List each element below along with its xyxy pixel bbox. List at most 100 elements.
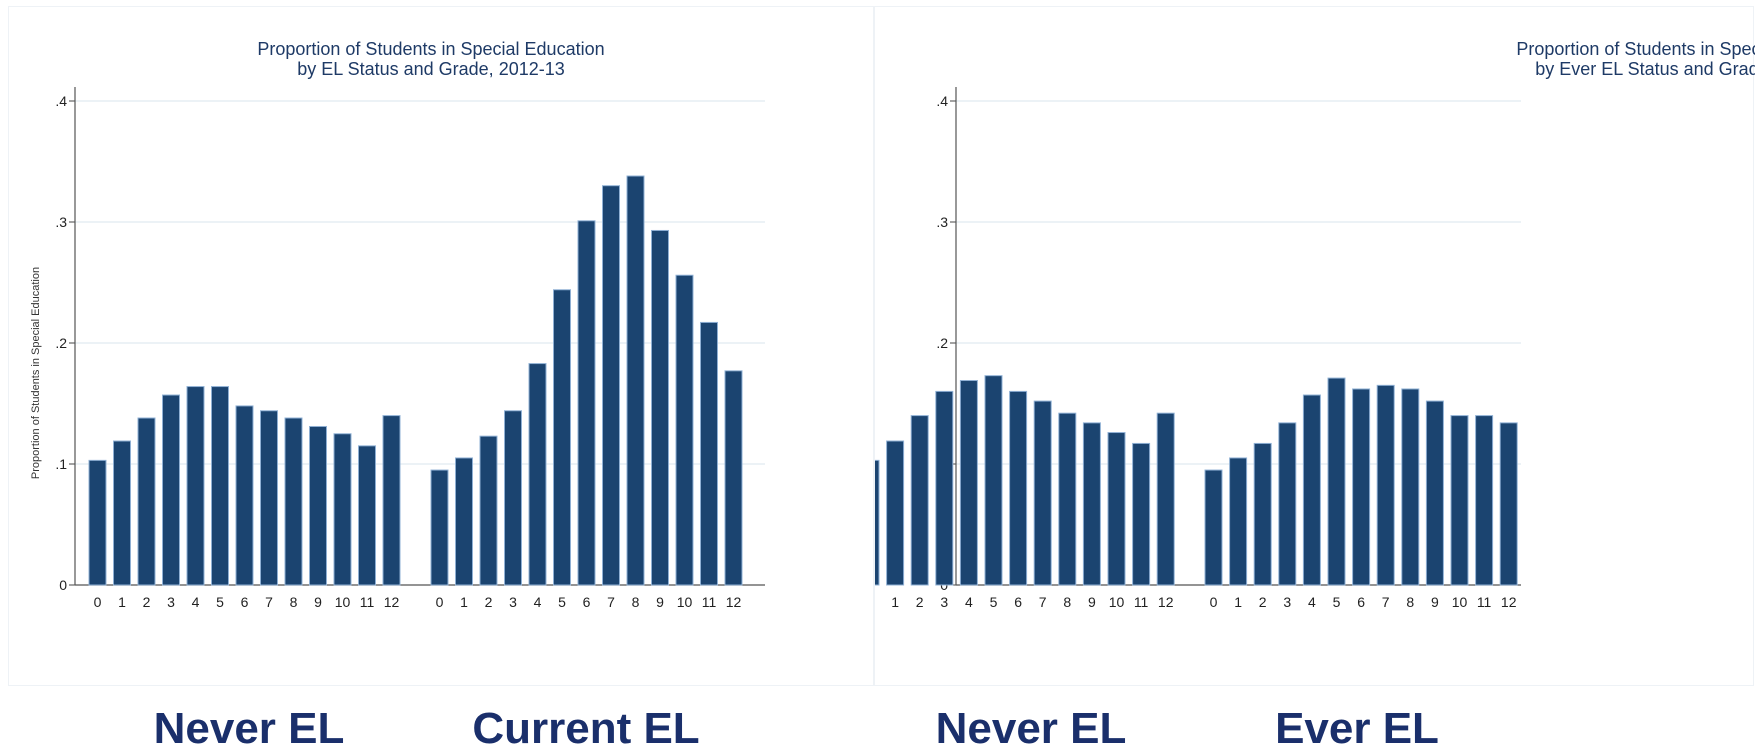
bar-ever-el-grade-3: [1278, 422, 1297, 586]
x-tick-label: 1: [1234, 594, 1242, 610]
bar-ever-el-grade-11: [1475, 415, 1494, 586]
bar-never-el-grade-6: [1009, 390, 1028, 586]
x-tick-label: 11: [702, 594, 717, 610]
bar-never-el-grade-2: [137, 417, 156, 586]
bar-ever-el-grade-0: [1204, 469, 1223, 586]
bar-never-el-grade-12: [382, 415, 401, 586]
chart-title-line: Proportion of Students in Special Educat…: [1516, 39, 1755, 59]
bar-current-el-grade-3: [504, 410, 522, 586]
chart-title-line: by Ever EL Status and Grade, 2012-13: [1535, 59, 1755, 79]
x-tick-label: 4: [192, 594, 200, 610]
bar-ever-el-grade-12: [1499, 422, 1518, 586]
x-tick-label: 2: [485, 594, 493, 610]
x-tick-label: 11: [360, 594, 375, 610]
x-tick-label: 3: [940, 594, 948, 610]
chart-panel-el-status: 0 .1 .2 .3 .4 Proportion of Students in Speci…: [8, 6, 874, 686]
bar-ever-el-grade-6: [1352, 388, 1371, 586]
x-tick-label: 2: [143, 594, 151, 610]
x-tick-label: 10: [677, 594, 693, 610]
x-tick-label: 7: [1382, 594, 1390, 610]
bar-current-el-grade-9: [651, 229, 669, 586]
bar-ever-el-grade-7: [1376, 384, 1395, 586]
x-tick-label: 11: [1477, 594, 1492, 610]
bar-ever-el-grade-10: [1450, 415, 1469, 586]
x-tick-label: 10: [335, 594, 351, 610]
x-tick-label: 3: [509, 594, 517, 610]
group-label-never-el-right: Never EL: [935, 704, 1127, 753]
x-tick-label: 8: [632, 594, 640, 610]
x-tick-label: 9: [314, 594, 322, 610]
y-tick-label: .3: [55, 214, 67, 230]
group-label-current-el: Current EL: [472, 704, 700, 753]
x-tick-label: 6: [241, 594, 249, 610]
bar-never-el-grade-7: [1033, 400, 1052, 586]
bar-never-el-grade-12: [1156, 412, 1175, 586]
x-tick-label: 3: [167, 594, 175, 610]
bar-ever-el-grade-4: [1302, 394, 1321, 586]
x-tick-label: 9: [1431, 594, 1439, 610]
bar-never-el-grade-10: [1107, 432, 1126, 586]
x-tick-label: 6: [583, 594, 591, 610]
bar-ever-el-grade-8: [1401, 388, 1420, 586]
x-tick-label: 7: [1039, 594, 1047, 610]
bar-never-el-grade-3: [935, 390, 954, 586]
y-axis-label: Proportion of Students in Special Educat…: [30, 267, 42, 479]
x-tick-label: 0: [1210, 594, 1218, 610]
bar-never-el-grade-2: [910, 415, 929, 586]
bar-never-el-grade-8: [284, 417, 303, 586]
x-tick-label: 2: [916, 594, 924, 610]
x-tick-label: 9: [1088, 594, 1096, 610]
bar-current-el-grade-4: [528, 363, 547, 586]
bar-never-el-grade-1: [113, 440, 131, 586]
x-tick-label: 4: [1308, 594, 1316, 610]
x-tick-label: 6: [1014, 594, 1022, 610]
bar-current-el-grade-6: [577, 220, 596, 586]
bar-current-el-grade-1: [455, 457, 473, 586]
bar-never-el-grade-5: [984, 375, 1003, 586]
x-tick-label: 4: [965, 594, 973, 610]
bar-ever-el-grade-9: [1425, 400, 1444, 586]
x-tick-label: 7: [265, 594, 273, 610]
x-tick-label: 5: [216, 594, 224, 610]
x-tick-label: 0: [94, 594, 102, 610]
bar-never-el-grade-5: [211, 386, 229, 586]
bar-never-el-grade-1: [886, 440, 905, 586]
x-tick-label: 12: [1158, 594, 1174, 610]
x-tick-label: 3: [1283, 594, 1291, 610]
x-tick-label: 1: [891, 594, 899, 610]
bar-never-el-grade-3: [162, 394, 180, 586]
x-tick-label: 5: [990, 594, 998, 610]
bar-ever-el-grade-2: [1253, 442, 1272, 586]
x-tick-label: 12: [1501, 594, 1517, 610]
bar-never-el-grade-11: [1132, 442, 1151, 586]
bar-never-el-grade-9: [1082, 422, 1101, 586]
x-tick-label: 5: [558, 594, 566, 610]
y-tick-label: 0: [59, 577, 67, 593]
bar-never-el-grade-10: [333, 433, 352, 586]
chart-title-line: by EL Status and Grade, 2012-13: [297, 59, 565, 79]
x-tick-label: 7: [607, 594, 615, 610]
bar-never-el-grade-4: [186, 386, 205, 586]
group-label-never-el-left: Never EL: [153, 704, 345, 753]
y-tick-label: .2: [55, 335, 67, 351]
bar-ever-el-grade-1: [1229, 457, 1248, 586]
x-tick-label: 6: [1357, 594, 1365, 610]
bar-never-el-grade-4: [959, 380, 978, 586]
bar-current-el-grade-0: [430, 469, 449, 586]
y-tick-label: .4: [936, 93, 948, 109]
x-tick-label: 10: [1452, 594, 1468, 610]
x-tick-label: 8: [1063, 594, 1071, 610]
x-tick-label: 8: [290, 594, 298, 610]
bar-current-el-grade-12: [724, 370, 743, 586]
bar-never-el-grade-6: [235, 405, 254, 586]
x-tick-label: 10: [1109, 594, 1125, 610]
y-tick-label: .2: [936, 335, 948, 351]
bar-never-el-grade-0: [875, 459, 880, 586]
x-tick-label: 12: [384, 594, 400, 610]
x-tick-label: 8: [1406, 594, 1414, 610]
bar-current-el-grade-5: [553, 289, 571, 586]
x-tick-label: 12: [726, 594, 742, 610]
bar-never-el-grade-9: [309, 425, 327, 586]
